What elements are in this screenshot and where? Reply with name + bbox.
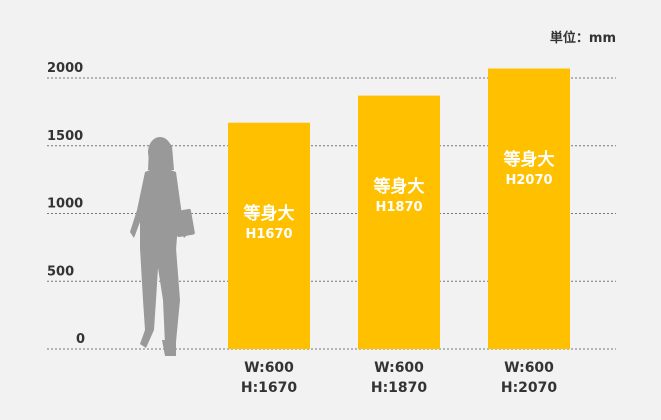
bar-label-title: 等身大: [373, 176, 425, 197]
unit-label: 単位：mm: [549, 31, 616, 46]
y-tick-label: 0: [76, 332, 85, 347]
y-tick-label: 1500: [47, 129, 83, 144]
bar: [488, 68, 570, 349]
bar-label-title: 等身大: [243, 203, 295, 224]
bar-label: 等身大 H1870: [358, 176, 440, 218]
bar-label-height: H2070: [505, 172, 553, 188]
bar-label-title: 等身大: [503, 149, 555, 170]
category-label: W:600 H:2070: [500, 360, 558, 396]
y-tick-label: 1000: [47, 197, 83, 212]
category-label: W:600 H:1870: [370, 360, 428, 396]
bar: [228, 122, 310, 349]
bar: [358, 95, 440, 350]
y-tick-label: 2000: [47, 61, 83, 76]
bar-label: 等身大 H1670: [228, 203, 310, 245]
y-tick-label: 500: [47, 264, 74, 279]
bar-label-height: H1670: [245, 226, 293, 242]
category-label: W:600 H:1670: [240, 360, 298, 396]
bar-label-height: H1870: [375, 199, 423, 215]
woman-silhouette-icon: [130, 137, 195, 356]
bar-label: 等身大 H2070: [488, 149, 570, 191]
